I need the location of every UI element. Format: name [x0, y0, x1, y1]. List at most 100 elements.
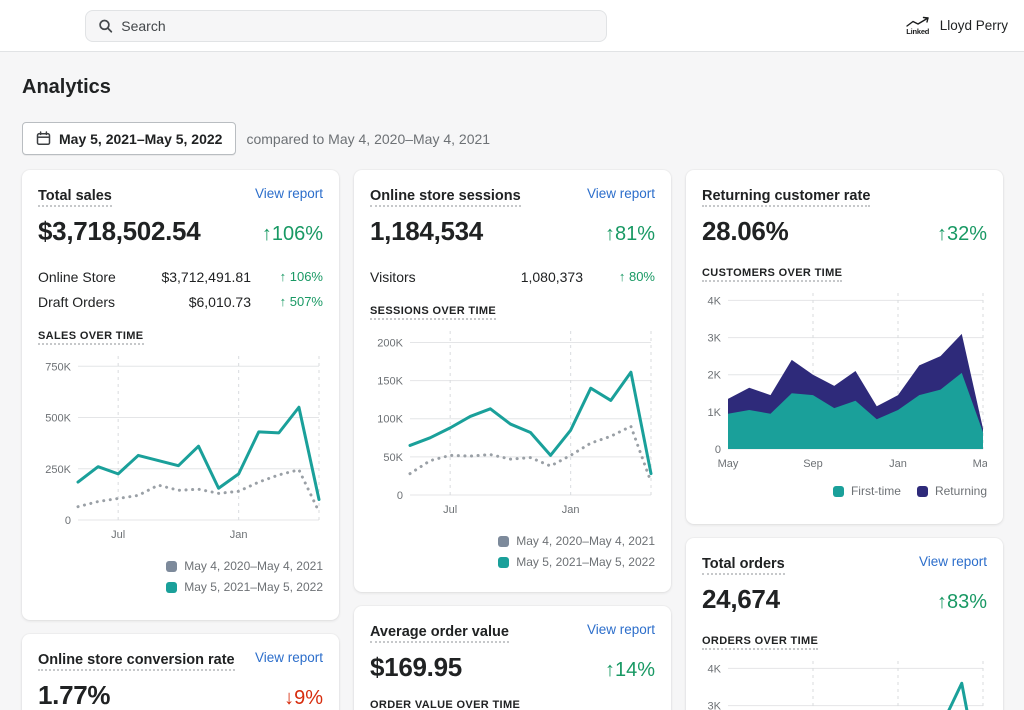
calendar-icon — [36, 131, 51, 146]
date-filter-row: May 5, 2021–May 5, 2022 compared to May … — [22, 122, 1002, 155]
card-title: Total sales — [38, 186, 112, 207]
column-1: Total sales View report $3,718,502.54 ↑1… — [22, 170, 339, 710]
sessions-card: Online store sessions View report 1,184,… — [354, 170, 671, 592]
svg-text:750K: 750K — [45, 361, 71, 373]
chart-legend: May 4, 2020–May 4, 2021 May 5, 2021–May … — [38, 559, 323, 594]
date-range-button[interactable]: May 5, 2021–May 5, 2022 — [22, 122, 237, 155]
legend-item-first-time: First-time — [832, 484, 901, 498]
svg-text:4K: 4K — [708, 663, 722, 675]
column-3: Returning customer rate 28.06% ↑32% CUST… — [686, 170, 1003, 710]
average-order-value-card: Average order value View report $169.95 … — [354, 606, 671, 710]
svg-text:Jan: Jan — [230, 529, 248, 541]
legend-item-previous: May 4, 2020–May 4, 2021 — [498, 534, 655, 548]
card-title: Returning customer rate — [702, 186, 871, 207]
card-title: Average order value — [370, 622, 509, 643]
svg-text:200K: 200K — [377, 337, 403, 349]
orders-chart: 01K2K3K4KMaySepJanMay — [702, 655, 987, 710]
metric-change: ↑83% — [936, 591, 987, 614]
conversion-rate-card: Online store conversion rate View report… — [22, 634, 339, 710]
breakdown-row: Draft Orders $6,010.73 ↑ 507% — [38, 293, 323, 310]
compare-range-text: compared to May 4, 2020–May 4, 2021 — [246, 130, 491, 147]
analytics-page: Analytics May 5, 2021–May 5, 2022 compar… — [0, 76, 1024, 710]
breakdown-row: Online Store $3,712,491.81 ↑ 106% — [38, 268, 323, 285]
svg-text:May: May — [718, 458, 739, 470]
svg-text:2K: 2K — [708, 370, 722, 382]
legend-item-previous: May 4, 2020–May 4, 2021 — [166, 559, 323, 573]
store-logo-text: Linked — [906, 26, 930, 36]
view-report-link[interactable]: View report — [586, 622, 655, 637]
total-sales-card: Total sales View report $3,718,502.54 ↑1… — [22, 170, 339, 620]
svg-text:0: 0 — [397, 490, 403, 502]
metric-value: $169.95 — [370, 652, 462, 683]
svg-text:500K: 500K — [45, 413, 71, 425]
metric-value: 24,674 — [702, 584, 780, 615]
chart-section-title: ORDERS OVER TIME — [702, 635, 987, 651]
legend-swatch-previous — [166, 560, 178, 572]
returning-customer-rate-card: Returning customer rate 28.06% ↑32% CUST… — [686, 170, 1003, 524]
page-title: Analytics — [22, 76, 111, 98]
cards-grid: Total sales View report $3,718,502.54 ↑1… — [22, 170, 1003, 710]
trend-line-icon — [906, 16, 929, 27]
metric-change: ↑32% — [936, 223, 987, 246]
metric-value: 1,184,534 — [370, 216, 483, 247]
total-orders-card: Total orders View report 24,674 ↑83% ORD… — [686, 538, 1003, 710]
metric-change: ↑14% — [604, 659, 655, 682]
legend-swatch-first-time — [832, 485, 844, 497]
metric-change: ↓9% — [284, 687, 323, 710]
user-name: Lloyd Perry — [939, 18, 1008, 33]
svg-text:0: 0 — [715, 444, 721, 456]
chart-legend: First-time Returning — [702, 484, 987, 498]
breakdown-rows: Online Store $3,712,491.81 ↑ 106% Draft … — [38, 264, 323, 314]
metric-change: ↑106% — [261, 223, 323, 246]
sales-chart: 0 250K 500K 750K Jul Jan — [38, 350, 323, 551]
svg-text:Jan: Jan — [889, 458, 907, 470]
svg-text:150K: 150K — [377, 376, 403, 388]
svg-text:50K: 50K — [383, 452, 403, 464]
card-title: Online store conversion rate — [38, 650, 235, 671]
top-bar: Linked Lloyd Perry — [0, 0, 1024, 52]
legend-swatch-returning — [916, 485, 928, 497]
svg-text:4K: 4K — [708, 295, 722, 307]
chart-section-title: SESSIONS OVER TIME — [370, 305, 655, 321]
card-title: Total orders — [702, 554, 785, 575]
breakdown-rows: Visitors 1,080,373 ↑ 80% — [370, 264, 655, 289]
svg-text:1K: 1K — [708, 407, 722, 419]
legend-swatch-current — [166, 581, 178, 593]
legend-swatch-previous — [498, 535, 510, 547]
sessions-chart: 0 50K 100K 150K 200K Jul Jan — [370, 325, 655, 526]
chart-section-title: CUSTOMERS OVER TIME — [702, 267, 987, 283]
chart-section-title: ORDER VALUE OVER TIME — [370, 699, 655, 710]
svg-text:100K: 100K — [377, 414, 403, 426]
store-logo: Linked — [905, 16, 931, 36]
customers-chart: 0 1K 2K 3K 4K May Sep Jan May — [702, 287, 994, 480]
svg-text:Jan: Jan — [562, 504, 580, 516]
metric-value: 1.77% — [38, 680, 111, 710]
legend-item-current: May 5, 2021–May 5, 2022 — [498, 555, 655, 569]
legend-swatch-current — [498, 556, 510, 568]
chart-legend: May 4, 2020–May 4, 2021 May 5, 2021–May … — [370, 534, 655, 569]
metric-value: 28.06% — [702, 216, 789, 247]
search-input[interactable] — [85, 9, 607, 42]
svg-text:Sep: Sep — [803, 458, 823, 470]
view-report-link[interactable]: View report — [586, 186, 655, 201]
view-report-link[interactable]: View report — [254, 650, 323, 665]
svg-text:0: 0 — [65, 515, 71, 527]
card-title: Online store sessions — [370, 186, 521, 207]
svg-text:3K: 3K — [708, 333, 722, 345]
user-menu[interactable]: Linked Lloyd Perry — [905, 16, 1008, 36]
chart-section-title: SALES OVER TIME — [38, 330, 323, 346]
search-field[interactable] — [121, 17, 594, 34]
svg-text:Jul: Jul — [111, 529, 125, 541]
search-icon — [99, 19, 113, 33]
metric-value: $3,718,502.54 — [38, 216, 201, 247]
view-report-link[interactable]: View report — [254, 186, 323, 201]
metric-change: ↑81% — [604, 223, 655, 246]
view-report-link[interactable]: View report — [918, 554, 987, 569]
legend-item-returning: Returning — [916, 484, 987, 498]
svg-text:250K: 250K — [45, 464, 71, 476]
date-range-label: May 5, 2021–May 5, 2022 — [59, 130, 223, 147]
svg-text:May: May — [973, 458, 987, 470]
column-2: Online store sessions View report 1,184,… — [354, 170, 671, 710]
svg-text:Jul: Jul — [443, 504, 457, 516]
legend-item-current: May 5, 2021–May 5, 2022 — [166, 580, 323, 594]
